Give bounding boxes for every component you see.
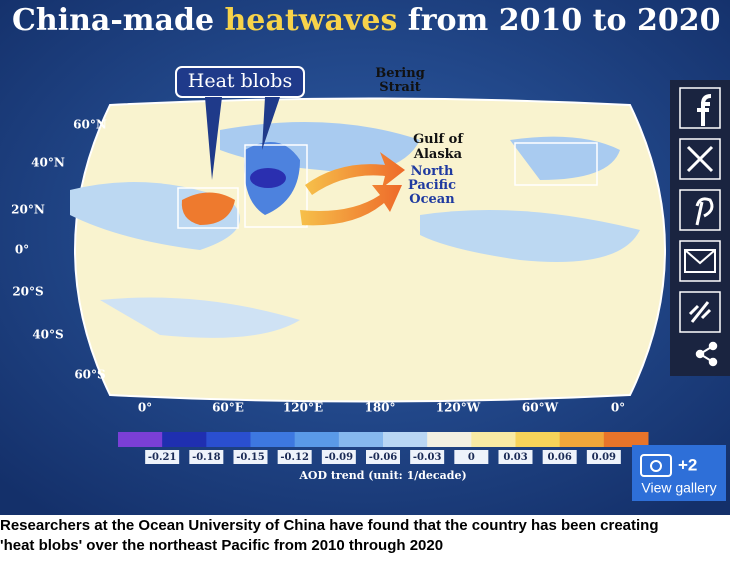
gallery-button[interactable]: +2 View gallery [632,445,726,501]
headline-part: China-made [12,3,224,38]
x-icon [686,145,714,173]
colorbar-segment [250,432,296,447]
colorbar-segment [515,432,561,447]
tick-label: -0.21 [148,452,177,463]
link-button[interactable] [679,291,721,333]
colorbar-segment [294,432,340,447]
tick-box [410,450,445,464]
blue-area [510,136,620,180]
camera-lens [650,460,662,472]
headline-highlight: heatwaves [224,3,397,38]
longitude-label: 60°W [522,401,559,415]
latitude-label: 60°S [74,368,105,382]
caption: Researchers at the Ocean University of C… [0,516,740,556]
tick-label: 0.03 [503,452,527,463]
facebook-button[interactable] [679,87,721,129]
colorbar-segment [559,432,605,447]
x-button[interactable] [679,138,721,180]
headline-part: from 2010 to 2020 [397,3,720,38]
tick-label: -0.18 [192,452,221,463]
place-label: Bering Strait [375,66,425,95]
callout-pointer [205,97,280,180]
latitude-label: 40°S [32,328,63,342]
colorbar-segment [338,432,384,447]
gallery-count: +2 [678,455,697,474]
longitude-label: 0° [138,401,152,415]
dark-blob [250,168,286,188]
colorbar: -0.21 -0.18 -0.15 -0.12 -0.09 -0.06 -0.03 0 0.03… [118,432,649,464]
tick-label: 0 [468,452,475,463]
colorbar-segment [603,432,649,447]
longitude-label: 180° [364,401,395,415]
colorbar-segment [383,432,428,447]
map: Heat blobs [70,66,666,403]
headline: China-made heatwaves from 2010 to 2020 [12,3,720,38]
place-label: North Pacific Ocean [408,164,456,207]
tick-box [366,450,400,464]
tick-label: -0.09 [325,452,354,463]
tick-box [321,450,356,464]
camera-icon [640,454,672,477]
colorbar-segment [206,432,251,447]
longitude-label: 120°W [436,401,481,415]
tick-box [145,450,180,464]
tick-box [586,450,621,464]
arrow [305,152,405,195]
callout-box [175,66,305,98]
tick-label: -0.15 [236,452,265,463]
facebook-icon [697,94,712,126]
caption-line: 'heat blobs' over the northeast Pacific … [0,537,444,554]
longitude-label: 60°E [212,401,244,415]
longitude-label: 0° [611,401,625,415]
blue-area [420,210,640,262]
pinterest-icon [695,197,714,226]
colorbar-segment [118,432,163,447]
colorbar-segment [162,432,207,447]
region-box [514,142,598,186]
latitude-label: 20°N [11,203,45,217]
tick-box [542,450,577,464]
share-button[interactable] [695,341,718,367]
region-box [177,187,239,229]
tick-box [277,450,312,464]
email-icon [684,249,716,273]
heat-blob [181,192,235,225]
caption-line: Researchers at the Ocean University of C… [0,517,659,534]
tick-label: 0.09 [592,452,616,463]
tick-box [189,450,224,464]
tick-box [454,450,489,464]
colorbar-segment [471,432,516,447]
arrow [300,185,402,226]
latitude-label: 40°N [31,156,65,170]
share-panel [670,80,730,376]
tick-label: 0.06 [547,452,571,463]
colorbar-label: AOD trend (unit: 1/decade) [298,469,466,482]
latitude-label: 0° [15,243,29,257]
longitude-label: 120°E [283,401,323,415]
gallery-label: View gallery [641,480,716,496]
tick-box [498,450,533,464]
tick-label: -0.12 [280,452,309,463]
infographic: China-made heatwaves from 2010 to 2020 H… [0,0,730,515]
latitude-label: 20°S [12,285,43,299]
latitude-label: 60°N [73,118,107,132]
place-label: Gulf of Alaska [413,132,464,162]
link-icon [688,301,712,323]
callout-text: Heat blobs [188,70,292,92]
colorbar-segment [427,432,472,447]
tick-label: -0.03 [413,452,442,463]
blue-area [100,297,300,338]
tick-box [233,450,268,464]
tick-label: -0.06 [369,452,398,463]
pinterest-button[interactable] [679,189,721,231]
email-button[interactable] [679,240,721,282]
